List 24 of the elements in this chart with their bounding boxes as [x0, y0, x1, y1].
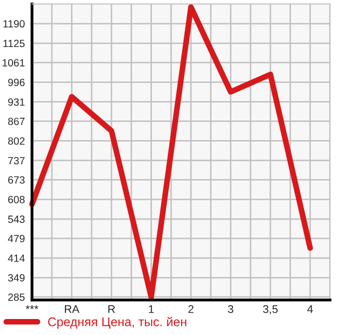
y-tick-label: 737 [8, 156, 25, 164]
legend-label: Средняя Цена, тыс. йен [48, 316, 186, 329]
y-tick-label: 996 [8, 78, 25, 86]
y-tick-label: 543 [8, 216, 25, 223]
y-tick-label: 608 [8, 196, 25, 204]
x-tick-label: 4 [307, 305, 313, 313]
x-tick-label: 3,5 [263, 305, 278, 314]
y-tick-label: 479 [8, 234, 25, 242]
y-tick-label: 414 [8, 254, 25, 262]
y-tick-label: 867 [8, 118, 25, 126]
x-tick-label: RA [64, 305, 80, 313]
x-tick-label: *** [26, 305, 38, 310]
y-tick-label: 1190 [3, 20, 25, 28]
y-tick-label: 802 [8, 137, 25, 145]
y-tick-label: 349 [8, 274, 25, 282]
y-tick-label: 931 [8, 98, 25, 106]
y-tick-label: 673 [8, 176, 25, 184]
x-tick-label: 1 [148, 305, 154, 313]
y-tick-label: 1061 [2, 59, 25, 66]
x-tick-label: R [108, 305, 115, 313]
y-tick-label: 285 [8, 293, 25, 301]
x-tick-label: 2 [188, 305, 194, 313]
x-tick-label: 3 [228, 305, 234, 314]
y-tick-label: 1125 [3, 40, 25, 48]
